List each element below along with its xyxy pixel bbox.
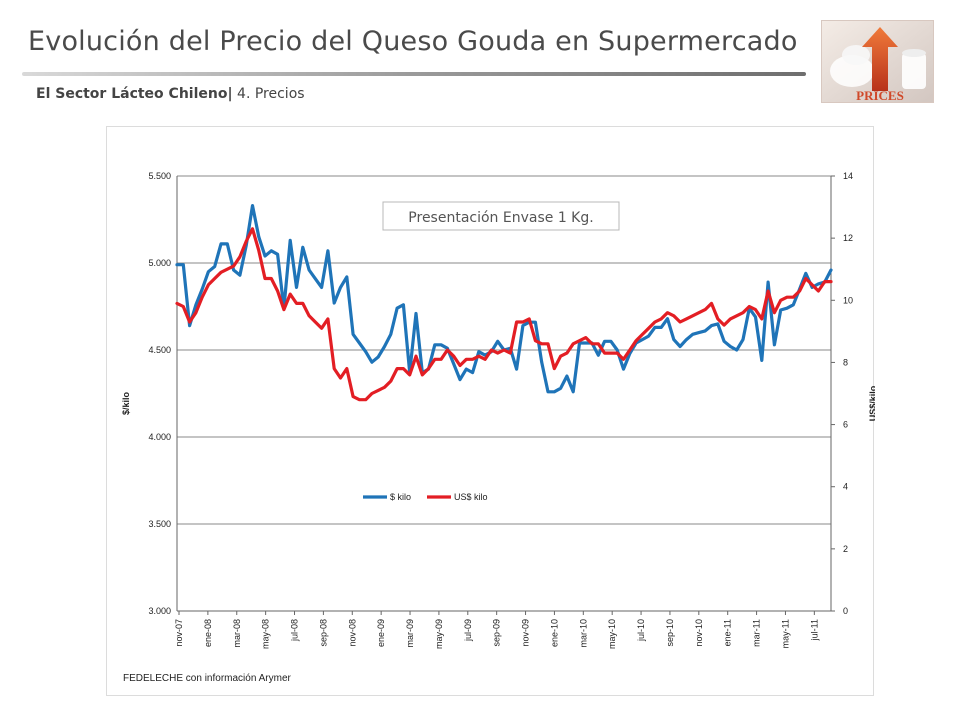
- logo-text: PRICES: [856, 88, 904, 103]
- y-left-tick-label: 4.000: [148, 432, 171, 442]
- legend-label: $ kilo: [390, 492, 411, 502]
- series-lines: [175, 203, 833, 402]
- x-tick-label: mar-09: [405, 619, 415, 648]
- x-tick-label: nov-10: [694, 619, 704, 647]
- up-arrow-icon: [862, 27, 898, 91]
- y-left-axis-title: $/kilo: [121, 391, 131, 415]
- series-line-pesos: [175, 203, 833, 394]
- x-tick-label: sep-09: [492, 619, 502, 647]
- series-line-usd: [175, 227, 833, 402]
- x-tick-label: may-08: [261, 619, 271, 649]
- y-left-tick-label: 3.000: [148, 606, 171, 616]
- breadcrumb-page: 4. Precios: [232, 86, 305, 102]
- x-tick-label: nov-09: [521, 619, 531, 647]
- chart-annotation: Presentación Envase 1 Kg.: [382, 201, 620, 231]
- x-tick-label: jul-10: [636, 619, 646, 642]
- price-chart: 3.000 3.500 4.000 4.500 5.000 5.500 0 2 4 6 8 10 12 1…: [121, 171, 875, 649]
- x-tick-label: nov-07: [174, 619, 184, 647]
- y-right-tick-label: 10: [843, 295, 853, 305]
- breadcrumb: El Sector Lácteo Chileno| 4. Precios: [36, 86, 305, 102]
- x-tick-label: may-09: [434, 619, 444, 649]
- y-left-tick-label: 4.500: [148, 345, 171, 355]
- y-left-tick-label: 3.500: [148, 519, 171, 529]
- axis-labels: 3.000 3.500 4.000 4.500 5.000 5.500 0 2 4 6 8 10 12 1…: [121, 171, 875, 649]
- y-right-tick-label: 0: [843, 606, 848, 616]
- y-right-tick-label: 2: [843, 544, 848, 554]
- chart-legend: $ kilo US$ kilo: [363, 492, 488, 502]
- y-left-tick-label: 5.500: [148, 171, 171, 181]
- page-title: Evolución del Precio del Queso Gouda en …: [28, 26, 798, 57]
- y-right-tick-label: 12: [843, 233, 853, 243]
- x-tick-label: jul-11: [809, 619, 819, 641]
- x-tick-label: ene-08: [203, 619, 213, 647]
- breadcrumb-section: El Sector Lácteo Chileno|: [36, 86, 233, 102]
- prices-logo-image: PRICES: [822, 21, 933, 103]
- x-tick-label: mar-08: [232, 619, 242, 648]
- axes: [176, 175, 835, 615]
- x-tick-label: nov-08: [347, 619, 357, 647]
- x-tick-label: sep-08: [318, 619, 328, 647]
- chart-frame: 3.000 3.500 4.000 4.500 5.000 5.500 0 2 4 6 8 10 12 1…: [106, 126, 875, 696]
- y-left-tick-label: 5.000: [148, 258, 171, 268]
- x-tick-label: mar-10: [578, 619, 588, 648]
- y-right-tick-label: 4: [843, 482, 848, 492]
- y-right-tick-label: 6: [843, 420, 848, 430]
- prices-logo: PRICES: [821, 20, 934, 103]
- x-tick-label: ene-09: [376, 619, 386, 647]
- x-tick-label: sep-10: [665, 619, 675, 647]
- x-tick-label: may-10: [607, 619, 617, 649]
- y-right-tick-label: 8: [843, 357, 848, 367]
- x-tick-label: ene-11: [723, 619, 733, 646]
- x-tick-label: mar-11: [752, 619, 762, 647]
- source-note: FEDELECHE con información Arymer: [123, 673, 291, 684]
- legend-label: US$ kilo: [454, 492, 488, 502]
- x-tick-label: jul-09: [463, 619, 473, 642]
- x-tick-label: ene-10: [549, 619, 559, 647]
- title-divider: [22, 72, 806, 76]
- x-tick-label: may-11: [780, 619, 790, 648]
- x-tick-label: jul-08: [290, 619, 300, 642]
- chart-annotation-text: Presentación Envase 1 Kg.: [408, 210, 593, 226]
- y-right-tick-label: 14: [843, 171, 853, 181]
- y-right-axis-title: US$/kilo: [868, 385, 875, 421]
- grid-lines: [177, 175, 831, 612]
